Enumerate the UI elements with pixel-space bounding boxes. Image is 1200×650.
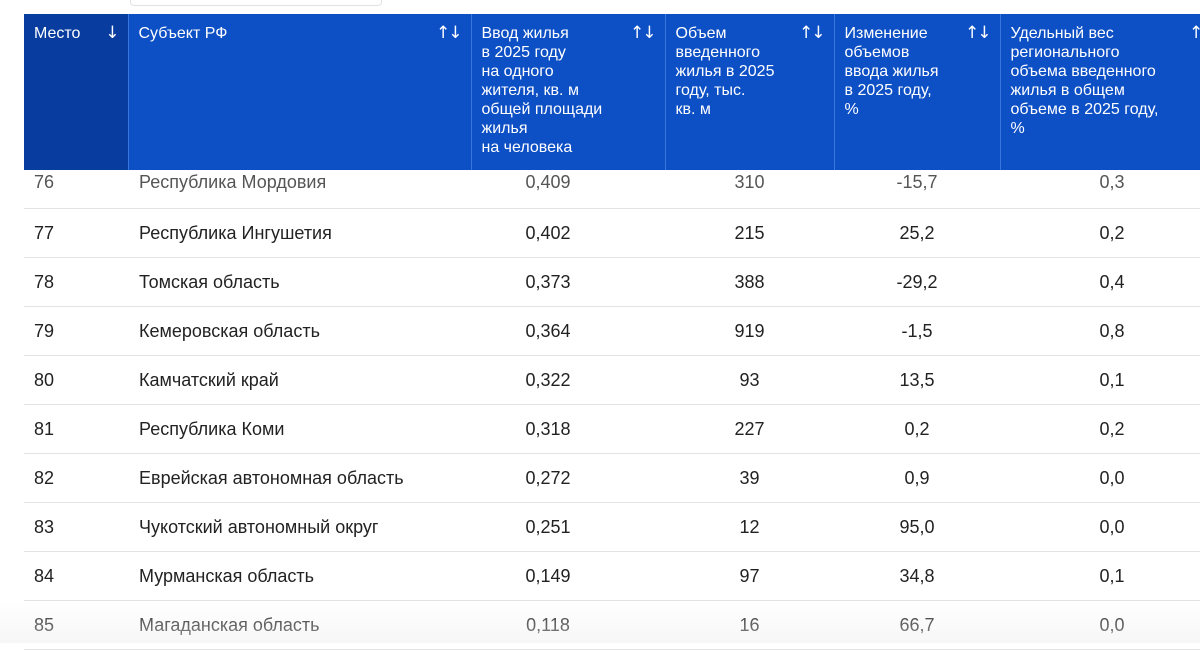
housing-ranking-table: Место ↓ Субъект РФ ↑↓ Ввод жилья в 2025 … bbox=[24, 14, 1200, 650]
rank-cell: 76 bbox=[24, 170, 128, 209]
table-row: 84 Мурманская область 0,149 97 34,8 0,1 bbox=[24, 551, 1200, 601]
region-cell: Республика Коми bbox=[128, 404, 471, 454]
sort-desc-icon[interactable]: ↓ bbox=[105, 23, 119, 43]
column-header-label: Удельный вес регионального объема введен… bbox=[1010, 25, 1159, 137]
sort-icon[interactable]: ↑↓ bbox=[436, 23, 462, 43]
change-cell: 0,9 bbox=[834, 453, 1000, 503]
region-cell: Республика Мордовия bbox=[128, 170, 471, 209]
column-header-change[interactable]: Изменение объемов ввода жилья в 2025 год… bbox=[834, 14, 1001, 170]
per-capita-cell: 0,251 bbox=[471, 502, 665, 552]
share-cell: 0,8 bbox=[1000, 306, 1200, 356]
rank-cell: 83 bbox=[24, 502, 128, 552]
change-cell: 95,0 bbox=[834, 502, 1000, 552]
share-cell: 0,2 bbox=[1000, 404, 1200, 454]
rank-cell: 78 bbox=[24, 257, 128, 307]
column-header-label: Изменение объемов ввода жилья в 2025 год… bbox=[844, 25, 939, 118]
table-row: 78 Томская область 0,373 388 -29,2 0,4 bbox=[24, 257, 1200, 307]
per-capita-cell: 0,402 bbox=[471, 208, 665, 258]
rank-cell: 81 bbox=[24, 404, 128, 454]
table-body: 76 Республика Мордовия 0,409 310 -15,7 0… bbox=[24, 170, 1200, 650]
column-header-region[interactable]: Субъект РФ ↑↓ bbox=[128, 14, 472, 170]
region-cell: Камчатский край bbox=[128, 355, 471, 405]
column-header-volume[interactable]: Объем введенного жилья в 2025 году, тыс.… bbox=[665, 14, 835, 170]
table-row: 76 Республика Мордовия 0,409 310 -15,7 0… bbox=[24, 170, 1200, 209]
volume-cell: 388 bbox=[665, 257, 834, 307]
region-cell: Магаданская область bbox=[128, 600, 471, 650]
volume-cell: 39 bbox=[665, 453, 834, 503]
per-capita-cell: 0,373 bbox=[471, 257, 665, 307]
column-header-label: Объем введенного жилья в 2025 году, тыс.… bbox=[675, 25, 775, 118]
share-cell: 0,0 bbox=[1000, 453, 1200, 503]
per-capita-cell: 0,118 bbox=[471, 600, 665, 650]
change-cell: 13,5 bbox=[834, 355, 1000, 405]
share-cell: 0,0 bbox=[1000, 502, 1200, 552]
change-cell: -29,2 bbox=[834, 257, 1000, 307]
change-cell: 25,2 bbox=[834, 208, 1000, 258]
rank-cell: 84 bbox=[24, 551, 128, 601]
volume-cell: 93 bbox=[665, 355, 834, 405]
table-row: 85 Магаданская область 0,118 16 66,7 0,0 bbox=[24, 600, 1200, 650]
column-header-label: Ввод жилья в 2025 году на одного жителя,… bbox=[481, 25, 603, 156]
region-cell: Кемеровская область bbox=[128, 306, 471, 356]
table-header: Место ↓ Субъект РФ ↑↓ Ввод жилья в 2025 … bbox=[24, 14, 1200, 170]
rank-cell: 85 bbox=[24, 600, 128, 650]
volume-cell: 227 bbox=[665, 404, 834, 454]
sort-icon[interactable]: ↑↓ bbox=[630, 23, 656, 43]
column-header-label: Субъект РФ bbox=[138, 25, 228, 42]
volume-cell: 16 bbox=[665, 600, 834, 650]
sort-icon[interactable]: ↑↓ bbox=[799, 23, 825, 43]
region-cell: Республика Ингушетия bbox=[128, 208, 471, 258]
per-capita-cell: 0,318 bbox=[471, 404, 665, 454]
share-cell: 0,1 bbox=[1000, 355, 1200, 405]
change-cell: 66,7 bbox=[834, 600, 1000, 650]
region-cell: Чукотский автономный округ bbox=[128, 502, 471, 552]
volume-cell: 919 bbox=[665, 306, 834, 356]
rank-cell: 82 bbox=[24, 453, 128, 503]
table-row: 83 Чукотский автономный округ 0,251 12 9… bbox=[24, 502, 1200, 552]
region-cell: Томская область bbox=[128, 257, 471, 307]
share-cell: 0,2 bbox=[1000, 208, 1200, 258]
region-cell: Еврейская автономная область bbox=[128, 453, 471, 503]
share-cell: 0,4 bbox=[1000, 257, 1200, 307]
volume-cell: 215 bbox=[665, 208, 834, 258]
change-cell: -1,5 bbox=[834, 306, 1000, 356]
per-capita-cell: 0,409 bbox=[471, 170, 665, 209]
rank-cell: 79 bbox=[24, 306, 128, 356]
change-cell: 34,8 bbox=[834, 551, 1000, 601]
share-cell: 0,0 bbox=[1000, 600, 1200, 650]
column-header-per-capita[interactable]: Ввод жилья в 2025 году на одного жителя,… bbox=[471, 14, 666, 170]
table-row: 82 Еврейская автономная область 0,272 39… bbox=[24, 453, 1200, 503]
volume-cell: 97 bbox=[665, 551, 834, 601]
search-box-edge[interactable] bbox=[130, 0, 382, 6]
table-row: 80 Камчатский край 0,322 93 13,5 0,1 bbox=[24, 355, 1200, 405]
share-cell: 0,1 bbox=[1000, 551, 1200, 601]
rank-cell: 80 bbox=[24, 355, 128, 405]
change-cell: -15,7 bbox=[834, 170, 1000, 209]
change-cell: 0,2 bbox=[834, 404, 1000, 454]
housing-ranking-table-container: Место ↓ Субъект РФ ↑↓ Ввод жилья в 2025 … bbox=[24, 14, 1200, 650]
volume-cell: 12 bbox=[665, 502, 834, 552]
table-row: 77 Республика Ингушетия 0,402 215 25,2 0… bbox=[24, 208, 1200, 258]
per-capita-cell: 0,272 bbox=[471, 453, 665, 503]
per-capita-cell: 0,149 bbox=[471, 551, 665, 601]
volume-cell: 310 bbox=[665, 170, 834, 209]
page-top-strip bbox=[0, 0, 1200, 14]
table-row: 81 Республика Коми 0,318 227 0,2 0,2 bbox=[24, 404, 1200, 454]
table-row: 79 Кемеровская область 0,364 919 -1,5 0,… bbox=[24, 306, 1200, 356]
column-header-share[interactable]: Удельный вес регионального объема введен… bbox=[1000, 14, 1200, 170]
column-header-rank[interactable]: Место ↓ bbox=[24, 14, 129, 170]
share-cell: 0,3 bbox=[1000, 170, 1200, 209]
per-capita-cell: 0,364 bbox=[471, 306, 665, 356]
rank-cell: 77 bbox=[24, 208, 128, 258]
sort-icon[interactable]: ↑↓ bbox=[965, 23, 991, 43]
column-header-label: Место bbox=[34, 25, 81, 42]
sort-icon[interactable]: ↑↓ bbox=[1189, 23, 1200, 43]
per-capita-cell: 0,322 bbox=[471, 355, 665, 405]
region-cell: Мурманская область bbox=[128, 551, 471, 601]
